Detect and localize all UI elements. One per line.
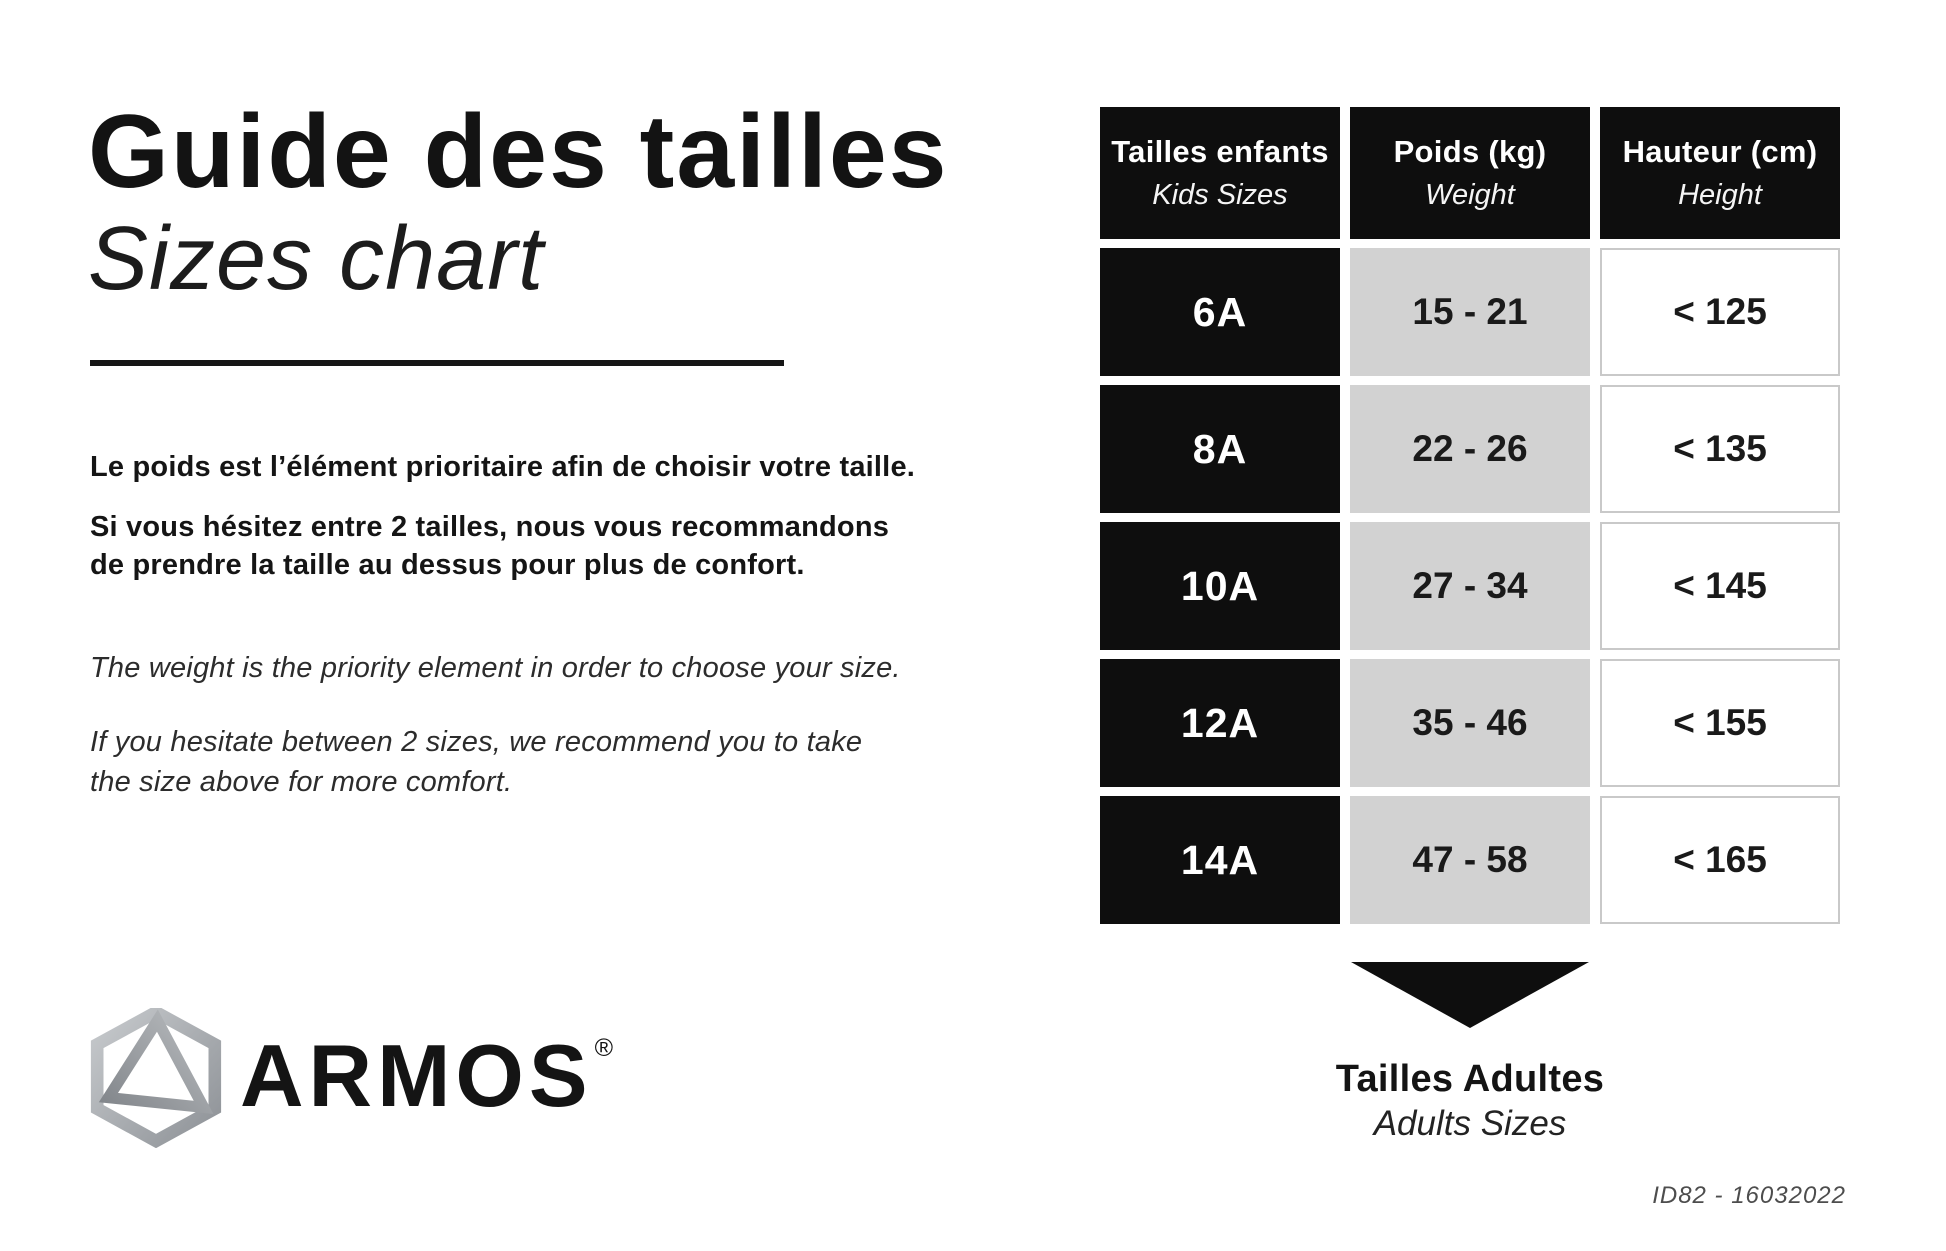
column-header-kids-sizes: Tailles enfants Kids Sizes [1100,107,1340,239]
brand-wordmark: ARMOS ® [240,1032,613,1120]
size-cell: 10A [1100,522,1340,650]
weight-cell: 22 - 26 [1350,385,1590,513]
column-header-fr: Poids (kg) [1393,134,1547,169]
column-header-weight: Poids (kg) Weight [1350,107,1590,239]
column-header-height: Hauteur (cm) Height [1600,107,1840,239]
intro-en-weight-note: The weight is the priority element in or… [90,652,901,684]
weight-cell: 27 - 34 [1350,522,1590,650]
intro-fr-weight-note: Le poids est l’élément prioritaire afin … [90,451,916,483]
kids-sizes-table: Tailles enfants Kids Sizes Poids (kg) We… [1100,107,1840,924]
adults-sizes-note: Tailles Adultes Adults Sizes [1336,1058,1604,1144]
column-header-fr: Hauteur (cm) [1622,134,1818,169]
height-cell: < 145 [1600,522,1840,650]
down-arrow-icon [1351,962,1589,1028]
intro-fr-hesitate-note: Si vous hésitez entre 2 tailles, nous vo… [90,511,890,581]
brand-name: ARMOS [240,1026,593,1125]
registered-trademark-icon: ® [594,1034,613,1062]
title-divider [90,360,784,366]
weight-cell: 47 - 58 [1350,796,1590,924]
document-id: ID82 - 16032022 [1652,1182,1846,1209]
height-cell: < 155 [1600,659,1840,787]
height-cell: < 165 [1600,796,1840,924]
page-title-fr: Guide des tailles [88,94,949,210]
page-title-en: Sizes chart [88,209,545,309]
armos-hexagon-logo-icon [90,1008,222,1148]
height-cell: < 125 [1600,248,1840,376]
height-cell: < 135 [1600,385,1840,513]
adults-sizes-label-fr: Tailles Adultes [1335,1058,1605,1100]
column-header-en: Height [1678,179,1762,211]
adults-sizes-label-en: Adults Sizes [1373,1104,1567,1143]
size-cell: 14A [1100,796,1340,924]
column-header-fr: Tailles enfants [1111,134,1329,169]
size-cell: 12A [1100,659,1340,787]
column-header-en: Weight [1425,179,1515,211]
size-cell: 8A [1100,385,1340,513]
size-cell: 6A [1100,248,1340,376]
column-header-en: Kids Sizes [1152,179,1288,211]
intro-en-hesitate-note: If you hesitate between 2 sizes, we reco… [90,726,863,798]
weight-cell: 35 - 46 [1350,659,1590,787]
weight-cell: 15 - 21 [1350,248,1590,376]
